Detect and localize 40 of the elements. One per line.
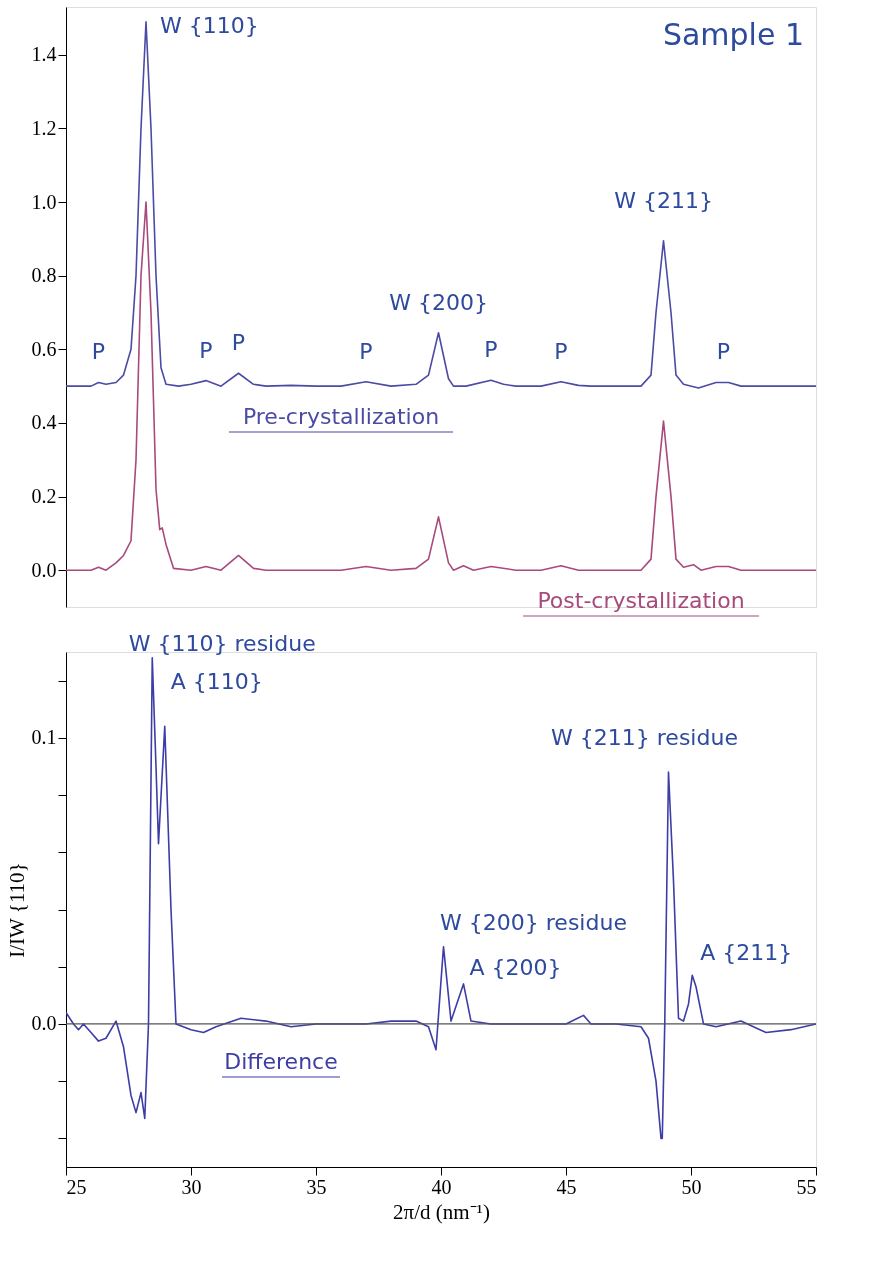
line-series xyxy=(66,656,816,1140)
x-tick-label: 50 xyxy=(681,1175,702,1198)
y-tick-label: 0.0 xyxy=(31,1012,57,1035)
annotation: W {110} xyxy=(160,12,259,38)
annotation: Sample 1 xyxy=(662,17,804,52)
x-tick-label: 25 xyxy=(66,1175,87,1198)
x-axis-title: 2π/d (nm⁻¹) xyxy=(393,1199,490,1224)
annotation: P xyxy=(484,337,498,363)
series-label: Post-crystallization xyxy=(537,588,745,613)
annotation: W {110} residue xyxy=(128,630,316,656)
annotation: P xyxy=(554,338,568,364)
x-tick-label: 40 xyxy=(431,1175,452,1198)
annotation: P xyxy=(91,339,106,365)
annotation: W {211} residue xyxy=(551,725,738,751)
series-label: Pre-crystallization xyxy=(242,404,440,429)
x-tick-label: 45 xyxy=(556,1175,577,1198)
annotation: P xyxy=(359,338,373,364)
y-tick-label: 0.2 xyxy=(31,485,57,508)
annotation: W {200} residue xyxy=(440,909,627,935)
annotation: P xyxy=(716,339,731,365)
y-tick-label: 0.8 xyxy=(31,264,57,287)
annotation: A {200} xyxy=(469,954,562,980)
y-tick-label: 1.2 xyxy=(31,116,57,139)
y-tick-label: 1.0 xyxy=(31,190,57,213)
y-tick-label: 0.4 xyxy=(31,411,57,434)
y-tick-label: 0.0 xyxy=(31,558,57,581)
annotation: P xyxy=(231,330,246,356)
x-tick-label: 30 xyxy=(181,1175,202,1198)
annotation: A {211} xyxy=(700,940,793,966)
y-axis-title: I/IW {110} xyxy=(4,862,29,958)
annotation: P xyxy=(199,337,213,363)
series-label: Difference xyxy=(224,1049,338,1074)
annotation: A {110} xyxy=(170,669,263,695)
x-tick-label: 55 xyxy=(796,1175,817,1198)
y-tick-label: 1.4 xyxy=(31,43,57,66)
y-tick-label: 0.6 xyxy=(31,337,57,360)
x-tick-label: 35 xyxy=(306,1175,327,1198)
annotation: W {200} xyxy=(389,289,488,315)
annotation: W {211} xyxy=(614,187,713,213)
y-tick-label: 0.1 xyxy=(31,726,57,749)
